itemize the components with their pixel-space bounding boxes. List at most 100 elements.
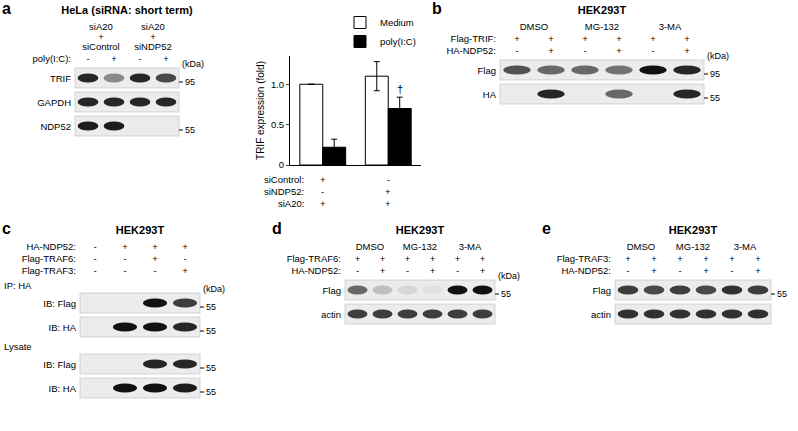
- svg-text:-: -: [626, 265, 629, 276]
- svg-text:+: +: [385, 186, 391, 197]
- svg-text:-: -: [123, 265, 126, 276]
- svg-text:55: 55: [206, 326, 216, 336]
- svg-text:+: +: [355, 253, 361, 264]
- svg-text:DMSO: DMSO: [520, 21, 549, 32]
- svg-text:b: b: [432, 0, 442, 17]
- svg-text:HEK293T: HEK293T: [669, 224, 718, 236]
- svg-text:Medium: Medium: [380, 17, 414, 28]
- svg-text:55: 55: [206, 302, 216, 312]
- svg-text:+: +: [625, 253, 631, 264]
- svg-text:poly(I:C):: poly(I:C):: [32, 53, 71, 64]
- svg-text:e: e: [542, 220, 551, 237]
- svg-text:-: -: [123, 253, 126, 264]
- svg-text:Flag: Flag: [593, 285, 611, 296]
- svg-text:+: +: [651, 265, 657, 276]
- svg-text:MG-132: MG-132: [676, 241, 710, 252]
- svg-text:+: +: [122, 241, 128, 252]
- svg-text:DMSO: DMSO: [627, 241, 656, 252]
- svg-text:-: -: [138, 53, 141, 64]
- svg-text:Flag-TRAF6:: Flag-TRAF6:: [287, 253, 341, 264]
- svg-text:55: 55: [501, 289, 511, 299]
- svg-text:55: 55: [185, 125, 195, 135]
- svg-text:+: +: [729, 253, 735, 264]
- svg-text:-: -: [515, 45, 518, 56]
- svg-text:-: -: [730, 265, 733, 276]
- svg-text:-: -: [406, 265, 409, 276]
- svg-text:+: +: [430, 265, 436, 276]
- svg-text:+: +: [455, 253, 461, 264]
- svg-text:3-MA: 3-MA: [659, 21, 682, 32]
- svg-text:-: -: [93, 241, 96, 252]
- svg-text:+: +: [163, 53, 169, 64]
- svg-text:3-MA: 3-MA: [734, 241, 757, 252]
- svg-text:actin: actin: [591, 309, 611, 320]
- svg-text:+: +: [385, 198, 391, 209]
- svg-text:-: -: [387, 174, 390, 185]
- svg-text:+: +: [616, 33, 622, 44]
- svg-text:+: +: [755, 253, 761, 264]
- svg-text:-: -: [651, 45, 654, 56]
- svg-text:-: -: [183, 253, 186, 264]
- svg-text:+: +: [616, 45, 622, 56]
- svg-text:-: -: [456, 265, 459, 276]
- svg-text:+: +: [755, 265, 761, 276]
- svg-text:95: 95: [710, 69, 720, 79]
- svg-text:-: -: [678, 265, 681, 276]
- svg-text:3-MA: 3-MA: [459, 241, 482, 252]
- svg-text:-: -: [583, 45, 586, 56]
- svg-text:+: +: [152, 241, 158, 252]
- svg-text:+: +: [650, 33, 656, 44]
- svg-text:+: +: [405, 253, 411, 264]
- svg-text:siA20:: siA20:: [278, 198, 304, 209]
- svg-text:55: 55: [206, 363, 216, 373]
- svg-text:actin: actin: [321, 309, 341, 320]
- svg-text:c: c: [2, 220, 11, 237]
- svg-text:HEK293T: HEK293T: [578, 4, 627, 16]
- svg-text:IP: HA: IP: HA: [4, 280, 32, 291]
- svg-text:Flag-TRIF:: Flag-TRIF:: [451, 33, 496, 44]
- svg-text:TRIF expression (fold): TRIF expression (fold): [255, 61, 266, 160]
- svg-text:IB: Flag: IB: Flag: [43, 298, 76, 309]
- svg-text:HA-NDP52:: HA-NDP52:: [26, 241, 76, 252]
- svg-text:-: -: [153, 265, 156, 276]
- svg-text:+: +: [684, 33, 690, 44]
- svg-text:†: †: [397, 83, 403, 95]
- svg-text:+: +: [480, 265, 486, 276]
- svg-text:Flag-TRAF3:: Flag-TRAF3:: [557, 253, 611, 264]
- svg-text:+: +: [380, 253, 386, 264]
- svg-text:IB: Flag: IB: Flag: [43, 359, 76, 370]
- svg-text:HEK293T: HEK293T: [116, 224, 165, 236]
- svg-text:0: 0: [279, 159, 284, 170]
- svg-text:NDP52: NDP52: [40, 121, 71, 132]
- svg-text:HA-NDP52:: HA-NDP52:: [561, 265, 611, 276]
- svg-text:siNDP52:: siNDP52:: [264, 186, 304, 197]
- svg-text:+: +: [152, 253, 158, 264]
- svg-text:IB: HA: IB: HA: [49, 322, 77, 333]
- svg-text:55: 55: [710, 93, 720, 103]
- svg-text:HEK293T: HEK293T: [396, 224, 445, 236]
- svg-text:a: a: [2, 0, 11, 17]
- svg-text:HeLa (siRNA: short term): HeLa (siRNA: short term): [61, 4, 193, 16]
- svg-text:siNDP52: siNDP52: [134, 41, 172, 52]
- svg-text:+: +: [514, 33, 520, 44]
- svg-text:(kDa): (kDa): [203, 284, 225, 294]
- svg-text:Lysate: Lysate: [4, 341, 32, 352]
- svg-text:0.5: 0.5: [271, 119, 284, 130]
- svg-text:DMSO: DMSO: [356, 241, 385, 252]
- svg-text:Flag: Flag: [323, 285, 341, 296]
- svg-text:(kDa): (kDa): [182, 59, 204, 69]
- svg-text:HA-NDP52:: HA-NDP52:: [291, 265, 341, 276]
- svg-text:55: 55: [206, 387, 216, 397]
- svg-text:55: 55: [777, 289, 787, 299]
- svg-text:HA: HA: [483, 89, 497, 100]
- svg-text:+: +: [320, 174, 326, 185]
- svg-text:1.0: 1.0: [271, 79, 284, 90]
- svg-text:poly(I:C): poly(I:C): [380, 36, 416, 47]
- svg-text:d: d: [272, 220, 282, 237]
- svg-text:-: -: [93, 265, 96, 276]
- svg-text:(kDa): (kDa): [707, 51, 729, 61]
- svg-text:Flag: Flag: [478, 65, 496, 76]
- svg-text:-: -: [321, 186, 324, 197]
- svg-text:siControl: siControl: [82, 41, 120, 52]
- svg-text:+: +: [684, 45, 690, 56]
